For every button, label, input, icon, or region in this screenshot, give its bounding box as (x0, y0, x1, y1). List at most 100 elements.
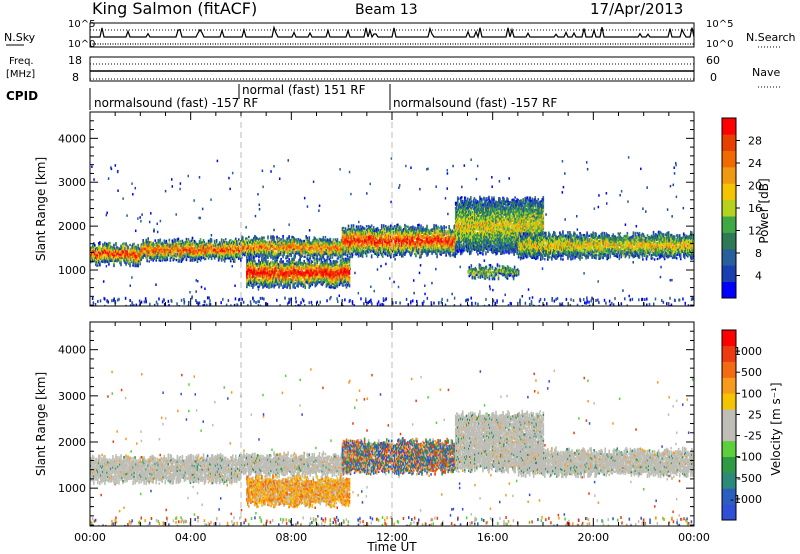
power-band-3-cell (247, 276, 249, 279)
power-band-3-cell (339, 262, 342, 266)
power-echo (117, 189, 119, 192)
power-band-3-cell (276, 262, 278, 265)
power-band-0-cell (116, 260, 118, 263)
power-band-2-cell (287, 251, 289, 254)
power-echo (690, 298, 693, 302)
power-echo (187, 174, 190, 178)
power-band-1-cell (222, 258, 225, 261)
power-band-3-cell (323, 280, 326, 284)
power-band-1-cell (189, 245, 192, 248)
power-band-0-cell (96, 261, 98, 264)
power-band-0-cell (99, 258, 101, 262)
power-band-2-cell (246, 254, 248, 258)
power-band-1-cell (197, 250, 200, 253)
power-band-3-cell (333, 260, 336, 263)
power-band-3-cell (294, 276, 296, 280)
power-band-0-cell (116, 247, 118, 251)
power-band-2-cell (267, 237, 269, 240)
power-band-1-cell (235, 241, 238, 245)
power-band-4-cell (347, 242, 350, 245)
power-band-0-cell (138, 252, 140, 256)
power-band-1-cell (230, 246, 233, 250)
power-band-1-cell (175, 243, 178, 246)
power-band-3-cell (295, 271, 297, 275)
power-band-3-cell (282, 270, 284, 274)
power-band-0-cell (132, 250, 134, 253)
power-band-3-cell (339, 269, 342, 273)
power-band-3-cell (274, 271, 276, 275)
power-band-0-cell (125, 261, 127, 265)
power-band-3-cell (297, 267, 299, 271)
power-band-2-cell (319, 255, 322, 258)
station-title: King Salmon (fitACF) (92, 0, 257, 18)
power-echo (318, 204, 321, 207)
power-band-3-cell (251, 263, 253, 266)
power-band-1-cell (235, 254, 238, 257)
power-echo (156, 230, 159, 234)
power-band-1-cell (231, 245, 234, 248)
power-band-3-cell (316, 258, 319, 261)
power-band-4-cell (347, 231, 350, 235)
power-band-3-cell (348, 260, 351, 263)
power-echo (144, 297, 147, 301)
power-band-2-cell (328, 249, 331, 252)
power-band-3-cell (290, 260, 292, 263)
power-band-1-cell (145, 247, 147, 250)
power-band-1-cell (172, 241, 175, 244)
power-band-3-cell (344, 276, 347, 280)
power-echo (227, 299, 230, 303)
power-band-2-cell (287, 253, 289, 256)
power-band-1-cell (161, 255, 164, 259)
power-band-3-cell (318, 258, 321, 261)
power-echo (372, 228, 374, 232)
power-band-1-cell (181, 243, 184, 246)
power-band-0-cell (119, 256, 121, 260)
power-band-3-cell (300, 261, 302, 265)
power-band-3-cell (285, 264, 287, 268)
power-band-3-cell (306, 273, 309, 276)
power-band-4-cell (360, 238, 363, 241)
power-band-0-cell (123, 244, 125, 247)
power-band-4-cell (377, 253, 380, 256)
power-band-3-cell (322, 278, 325, 282)
power-echo (196, 279, 199, 283)
power-band-2-cell (282, 238, 284, 241)
power-band-3-cell (329, 268, 332, 272)
power-band-2-cell (266, 244, 268, 247)
power-band-4-cell (344, 241, 347, 244)
power-band-1-cell (157, 251, 160, 254)
power-band-3-cell (331, 268, 334, 271)
power-band-2-cell (272, 250, 274, 254)
power-echo (143, 300, 146, 304)
power-band-3-cell (340, 276, 343, 279)
power-band-4-cell (359, 235, 362, 238)
power-band-0-cell (95, 258, 97, 261)
power-band-3-cell (297, 265, 299, 269)
power-band-4-cell (342, 232, 345, 235)
power-band-3-cell (290, 279, 292, 282)
power-band-3-cell (271, 278, 273, 281)
power-band-2-cell (287, 255, 289, 258)
power-band-2-cell (274, 242, 276, 245)
power-band-2-cell (247, 245, 249, 248)
power-band-3-cell (304, 286, 307, 290)
power-band-0-cell (125, 242, 127, 245)
power-band-4-cell (381, 244, 384, 248)
power-band-3-cell (260, 280, 262, 283)
power-band-1-cell (144, 254, 146, 258)
power-echo (521, 295, 524, 298)
power-band-1-cell (152, 259, 155, 262)
power-echo (373, 289, 376, 293)
power-band-3-cell (270, 282, 272, 285)
power-band-3-cell (336, 283, 339, 286)
power-band-3-cell (252, 270, 254, 274)
power-band-2-cell (313, 253, 316, 257)
power-band-2-cell (252, 241, 254, 244)
power-band-3-cell (345, 272, 348, 275)
power-echo (640, 167, 642, 171)
power-band-1-cell (172, 248, 175, 251)
power-echo (344, 283, 347, 287)
power-band-3-cell (285, 262, 287, 266)
power-band-1-cell (214, 252, 217, 255)
power-band-0-cell (133, 246, 135, 249)
